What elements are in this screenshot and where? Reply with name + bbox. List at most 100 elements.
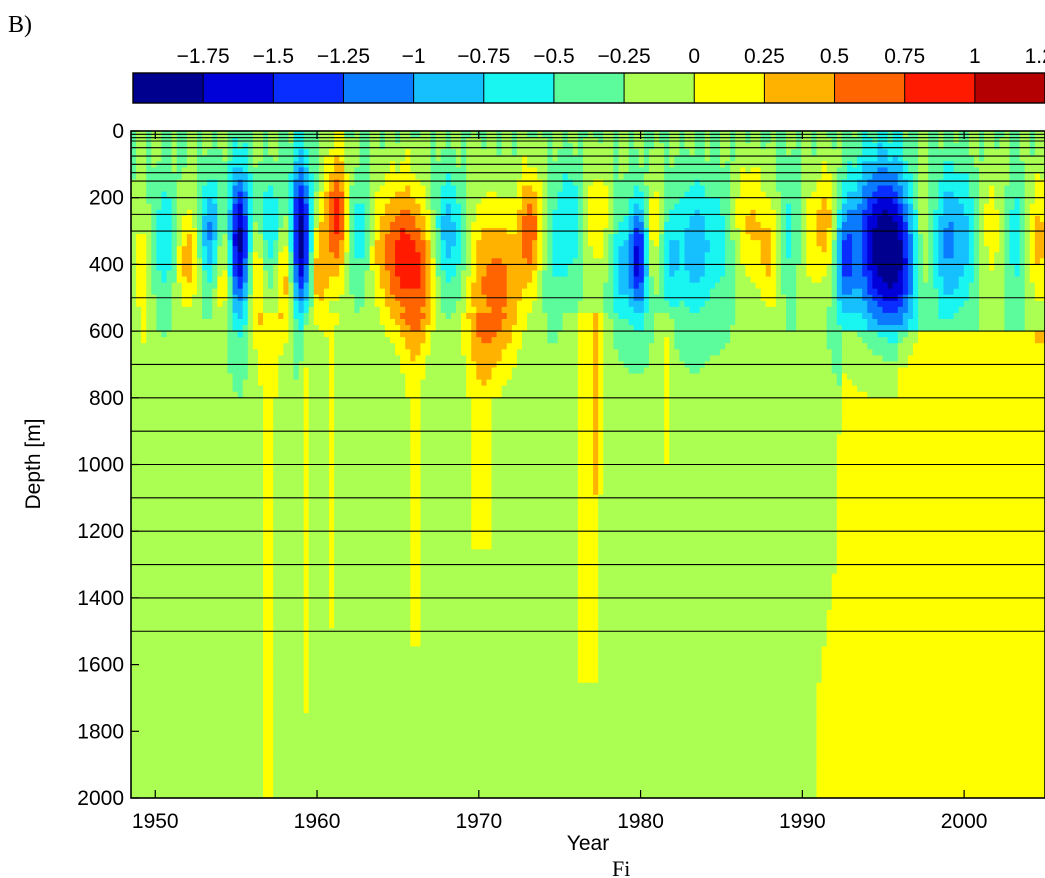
field-cell — [1019, 246, 1026, 253]
field-cell — [379, 221, 386, 229]
field-cell — [862, 258, 868, 265]
field-cell — [953, 149, 960, 156]
field-cell — [445, 197, 452, 205]
field-cell — [527, 258, 533, 265]
field-cell — [389, 221, 396, 229]
field-cell — [943, 215, 950, 223]
field-cell — [217, 246, 223, 253]
field-cell — [298, 173, 305, 181]
field-cell — [852, 179, 858, 187]
field-cell — [887, 282, 894, 290]
field-cell — [476, 167, 482, 175]
field-cell — [268, 179, 274, 187]
field-cell — [506, 282, 513, 290]
field-cell — [963, 234, 970, 241]
field-cell — [501, 149, 508, 156]
field-cell — [588, 276, 594, 284]
field-cell — [765, 288, 772, 296]
field-cell — [582, 185, 589, 193]
field-cell — [527, 167, 533, 175]
field-cell — [740, 173, 747, 181]
field-cell — [481, 191, 488, 199]
field-cell — [161, 258, 168, 265]
field-cell — [750, 167, 757, 175]
field-cell — [999, 185, 1005, 193]
field-cell — [303, 270, 310, 278]
field-cell — [466, 221, 472, 229]
field-cell — [999, 203, 1005, 211]
field-cell — [349, 252, 356, 259]
field-cell — [984, 203, 990, 211]
field-cell — [283, 167, 290, 175]
field-cell — [912, 234, 919, 241]
field-cell — [598, 143, 604, 150]
field-cell — [202, 137, 208, 144]
field-cell — [643, 191, 650, 199]
field-cell — [461, 179, 467, 187]
field-cell — [202, 252, 208, 259]
field-cell — [486, 246, 493, 253]
field-cell — [831, 137, 838, 144]
field-cell — [354, 203, 361, 211]
field-cell — [567, 240, 574, 247]
field-cell — [628, 282, 635, 290]
field-cell — [151, 185, 157, 193]
field-cell — [491, 167, 498, 175]
field-cell — [593, 173, 599, 181]
field-cell — [516, 246, 523, 253]
field-cell — [537, 143, 543, 150]
field-cell — [984, 282, 990, 290]
field-cell — [156, 270, 163, 278]
field-cell — [598, 258, 604, 265]
field-cell — [1039, 288, 1045, 296]
field-cell — [359, 276, 366, 284]
field-cell — [740, 143, 747, 150]
field-cell — [156, 203, 163, 211]
field-cell — [562, 221, 569, 229]
field-cell — [948, 252, 955, 259]
field-cell — [912, 173, 919, 181]
field-cell — [603, 149, 609, 156]
field-cell — [278, 240, 284, 247]
field-cell — [745, 185, 752, 193]
field-cell — [298, 288, 305, 296]
field-cell — [511, 143, 518, 150]
field-cell — [440, 264, 447, 272]
field-cell — [679, 252, 686, 259]
field-cell — [963, 191, 970, 199]
field-cell — [400, 270, 406, 278]
field-cell — [415, 209, 422, 217]
field-cell — [207, 264, 213, 272]
field-cell — [1019, 276, 1026, 284]
field-cell — [638, 137, 645, 144]
field-cell — [902, 155, 909, 162]
field-cell — [379, 203, 386, 211]
field-cell — [811, 240, 818, 247]
field-cell — [770, 246, 777, 253]
field-cell — [816, 276, 823, 284]
field-cell — [176, 282, 183, 290]
field-cell — [257, 191, 264, 199]
field-cell — [877, 137, 884, 144]
field-cell — [933, 185, 939, 193]
field-cell — [882, 209, 889, 217]
field-cell — [791, 221, 797, 229]
field-cell — [1014, 252, 1021, 259]
field-cell — [334, 264, 340, 272]
field-cell — [872, 282, 879, 290]
field-cell — [846, 282, 853, 290]
field-cell — [831, 167, 838, 175]
field-cell — [786, 197, 792, 205]
field-cell — [791, 191, 797, 199]
field-cell — [928, 173, 934, 181]
field-cell — [252, 179, 259, 187]
field-cell — [618, 258, 625, 265]
field-cell — [923, 258, 929, 265]
field-cell — [430, 270, 437, 278]
field-cell — [968, 155, 975, 162]
field-cell — [384, 179, 391, 187]
colorbar-swatch-4 — [413, 73, 485, 103]
field-cell — [963, 155, 970, 162]
field-cell — [577, 282, 584, 290]
field-cell — [359, 191, 366, 199]
